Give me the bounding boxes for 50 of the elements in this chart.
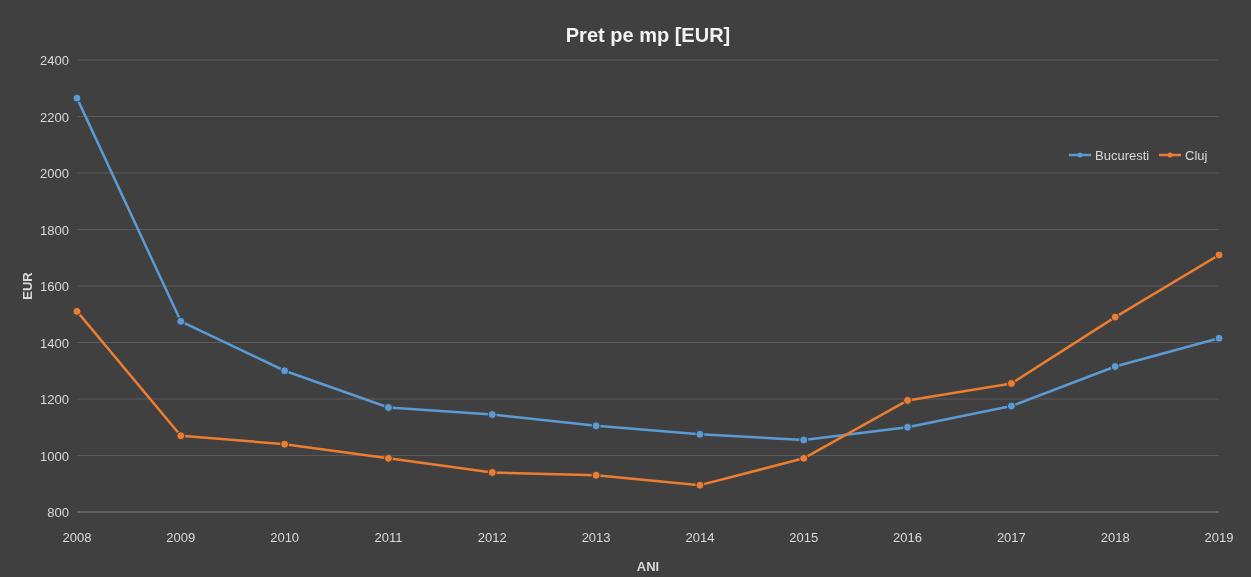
point	[176, 316, 186, 326]
point	[1214, 333, 1224, 343]
point	[903, 395, 913, 405]
point	[695, 429, 705, 439]
point	[280, 366, 290, 376]
x-axis-title: ANI	[636, 559, 660, 574]
point	[1110, 362, 1120, 372]
y-tick-label: 1600	[40, 279, 69, 294]
point	[1110, 312, 1120, 322]
point	[799, 435, 809, 445]
point	[591, 421, 601, 431]
point	[591, 470, 601, 480]
legend-label: Bucuresti	[1095, 148, 1150, 163]
point	[487, 410, 497, 420]
point	[1214, 250, 1224, 260]
point	[903, 422, 913, 432]
point	[383, 402, 393, 412]
x-tick-label: 2018	[1100, 530, 1130, 545]
y-tick-label: 1800	[40, 222, 69, 238]
x-tick-label: 2012	[477, 530, 507, 545]
x-tick-label: 2015	[789, 530, 819, 545]
x-tick-label: 2009	[166, 530, 196, 545]
x-tick-label: 2008	[62, 530, 92, 545]
point	[487, 467, 497, 477]
y-axis-title: EUR	[20, 271, 35, 300]
point	[72, 93, 82, 103]
point	[1006, 401, 1016, 411]
point	[176, 431, 186, 441]
x-tick-label: 2013	[581, 530, 611, 545]
point	[383, 453, 393, 463]
x-tick-label: 2016	[893, 530, 923, 545]
y-tick-label: 2000	[40, 166, 69, 181]
x-tick-label: 2011	[374, 530, 403, 545]
point	[280, 439, 290, 449]
y-tick-label: 2200	[40, 109, 69, 125]
y-tick-label: 2400	[40, 53, 69, 68]
y-tick-label: 1000	[40, 448, 69, 464]
point	[695, 480, 705, 490]
point	[72, 306, 82, 316]
y-tick-label: 800	[47, 505, 69, 520]
y-tick-label: 1400	[40, 335, 69, 351]
legend-label: Cluj	[1185, 148, 1208, 163]
point	[1006, 378, 1016, 388]
x-tick-label: 2010	[270, 530, 300, 545]
y-tick-label: 1200	[40, 392, 69, 407]
x-tick-label: 2017	[996, 530, 1026, 545]
x-tick-label: 2014	[685, 530, 715, 545]
chart-title: Pret pe mp [EUR]	[565, 24, 731, 46]
point	[799, 453, 809, 463]
x-tick-label: 2019	[1204, 530, 1234, 545]
